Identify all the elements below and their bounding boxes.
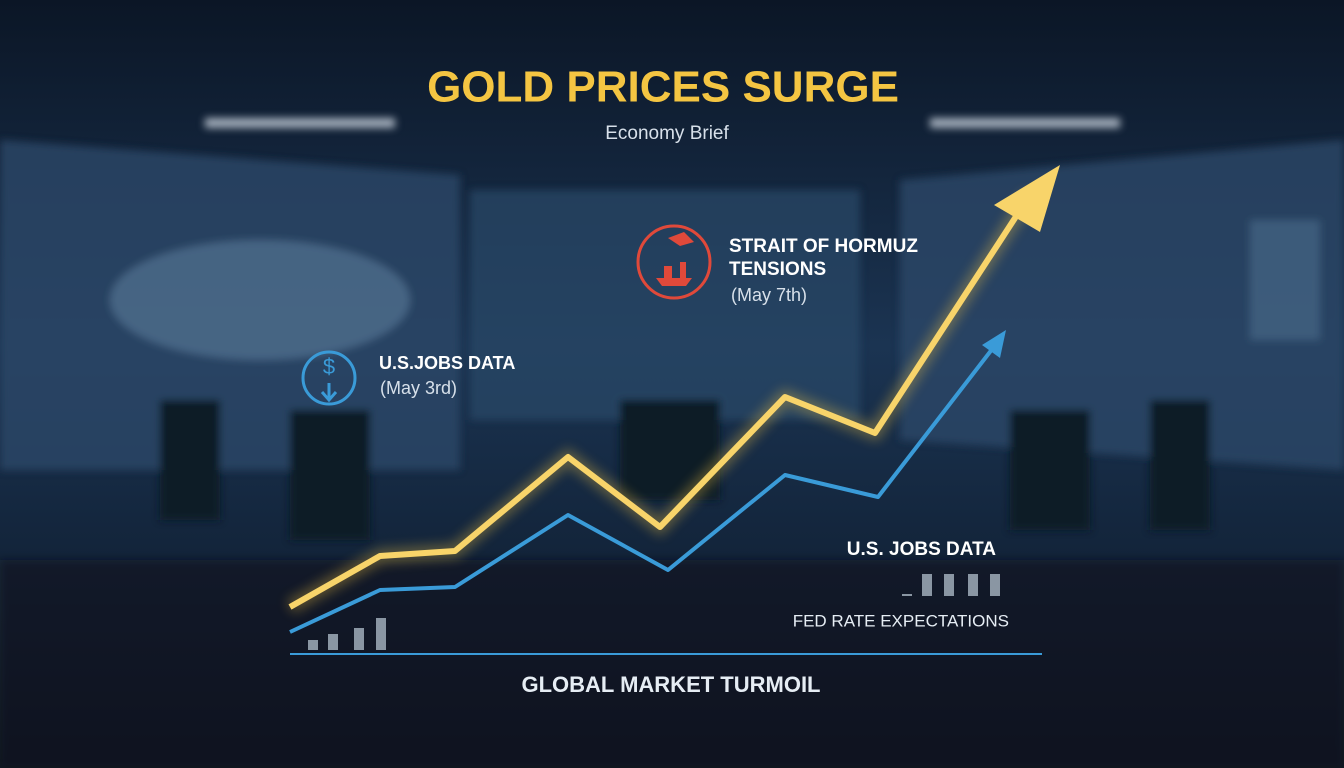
- annotation-label: TENSIONS: [729, 259, 826, 280]
- subtitle: Economy Brief: [605, 123, 729, 144]
- annotation-label: U.S. JOBS DATA: [847, 539, 996, 560]
- bars-left: [308, 618, 386, 650]
- blue-arrow: [982, 330, 1006, 358]
- ship-flag: [656, 232, 694, 286]
- annotation-label: STRAIT OF HORMUZ: [729, 236, 918, 257]
- footer-caption: GLOBAL MARKET TURMOIL: [521, 672, 820, 697]
- dollar-sign: $: [323, 354, 335, 379]
- gold-arrow: [994, 165, 1060, 232]
- gold-line: [288, 193, 1033, 610]
- hormuz-icon: [636, 224, 712, 300]
- title: GOLD PRICES SURGE: [427, 63, 899, 112]
- blue-line: [289, 346, 995, 634]
- down-arrow: [320, 383, 338, 403]
- annotation-label: U.S.JOBS DATA: [379, 353, 515, 373]
- blurred-room: [0, 118, 1344, 768]
- annotation-label: FED RATE EXPECTATIONS: [793, 611, 1009, 630]
- dollar-icon: [301, 350, 357, 406]
- annotation-date: (May 7th): [731, 285, 807, 305]
- bars-right: [902, 574, 1000, 596]
- annotation-date: (May 3rd): [380, 378, 457, 398]
